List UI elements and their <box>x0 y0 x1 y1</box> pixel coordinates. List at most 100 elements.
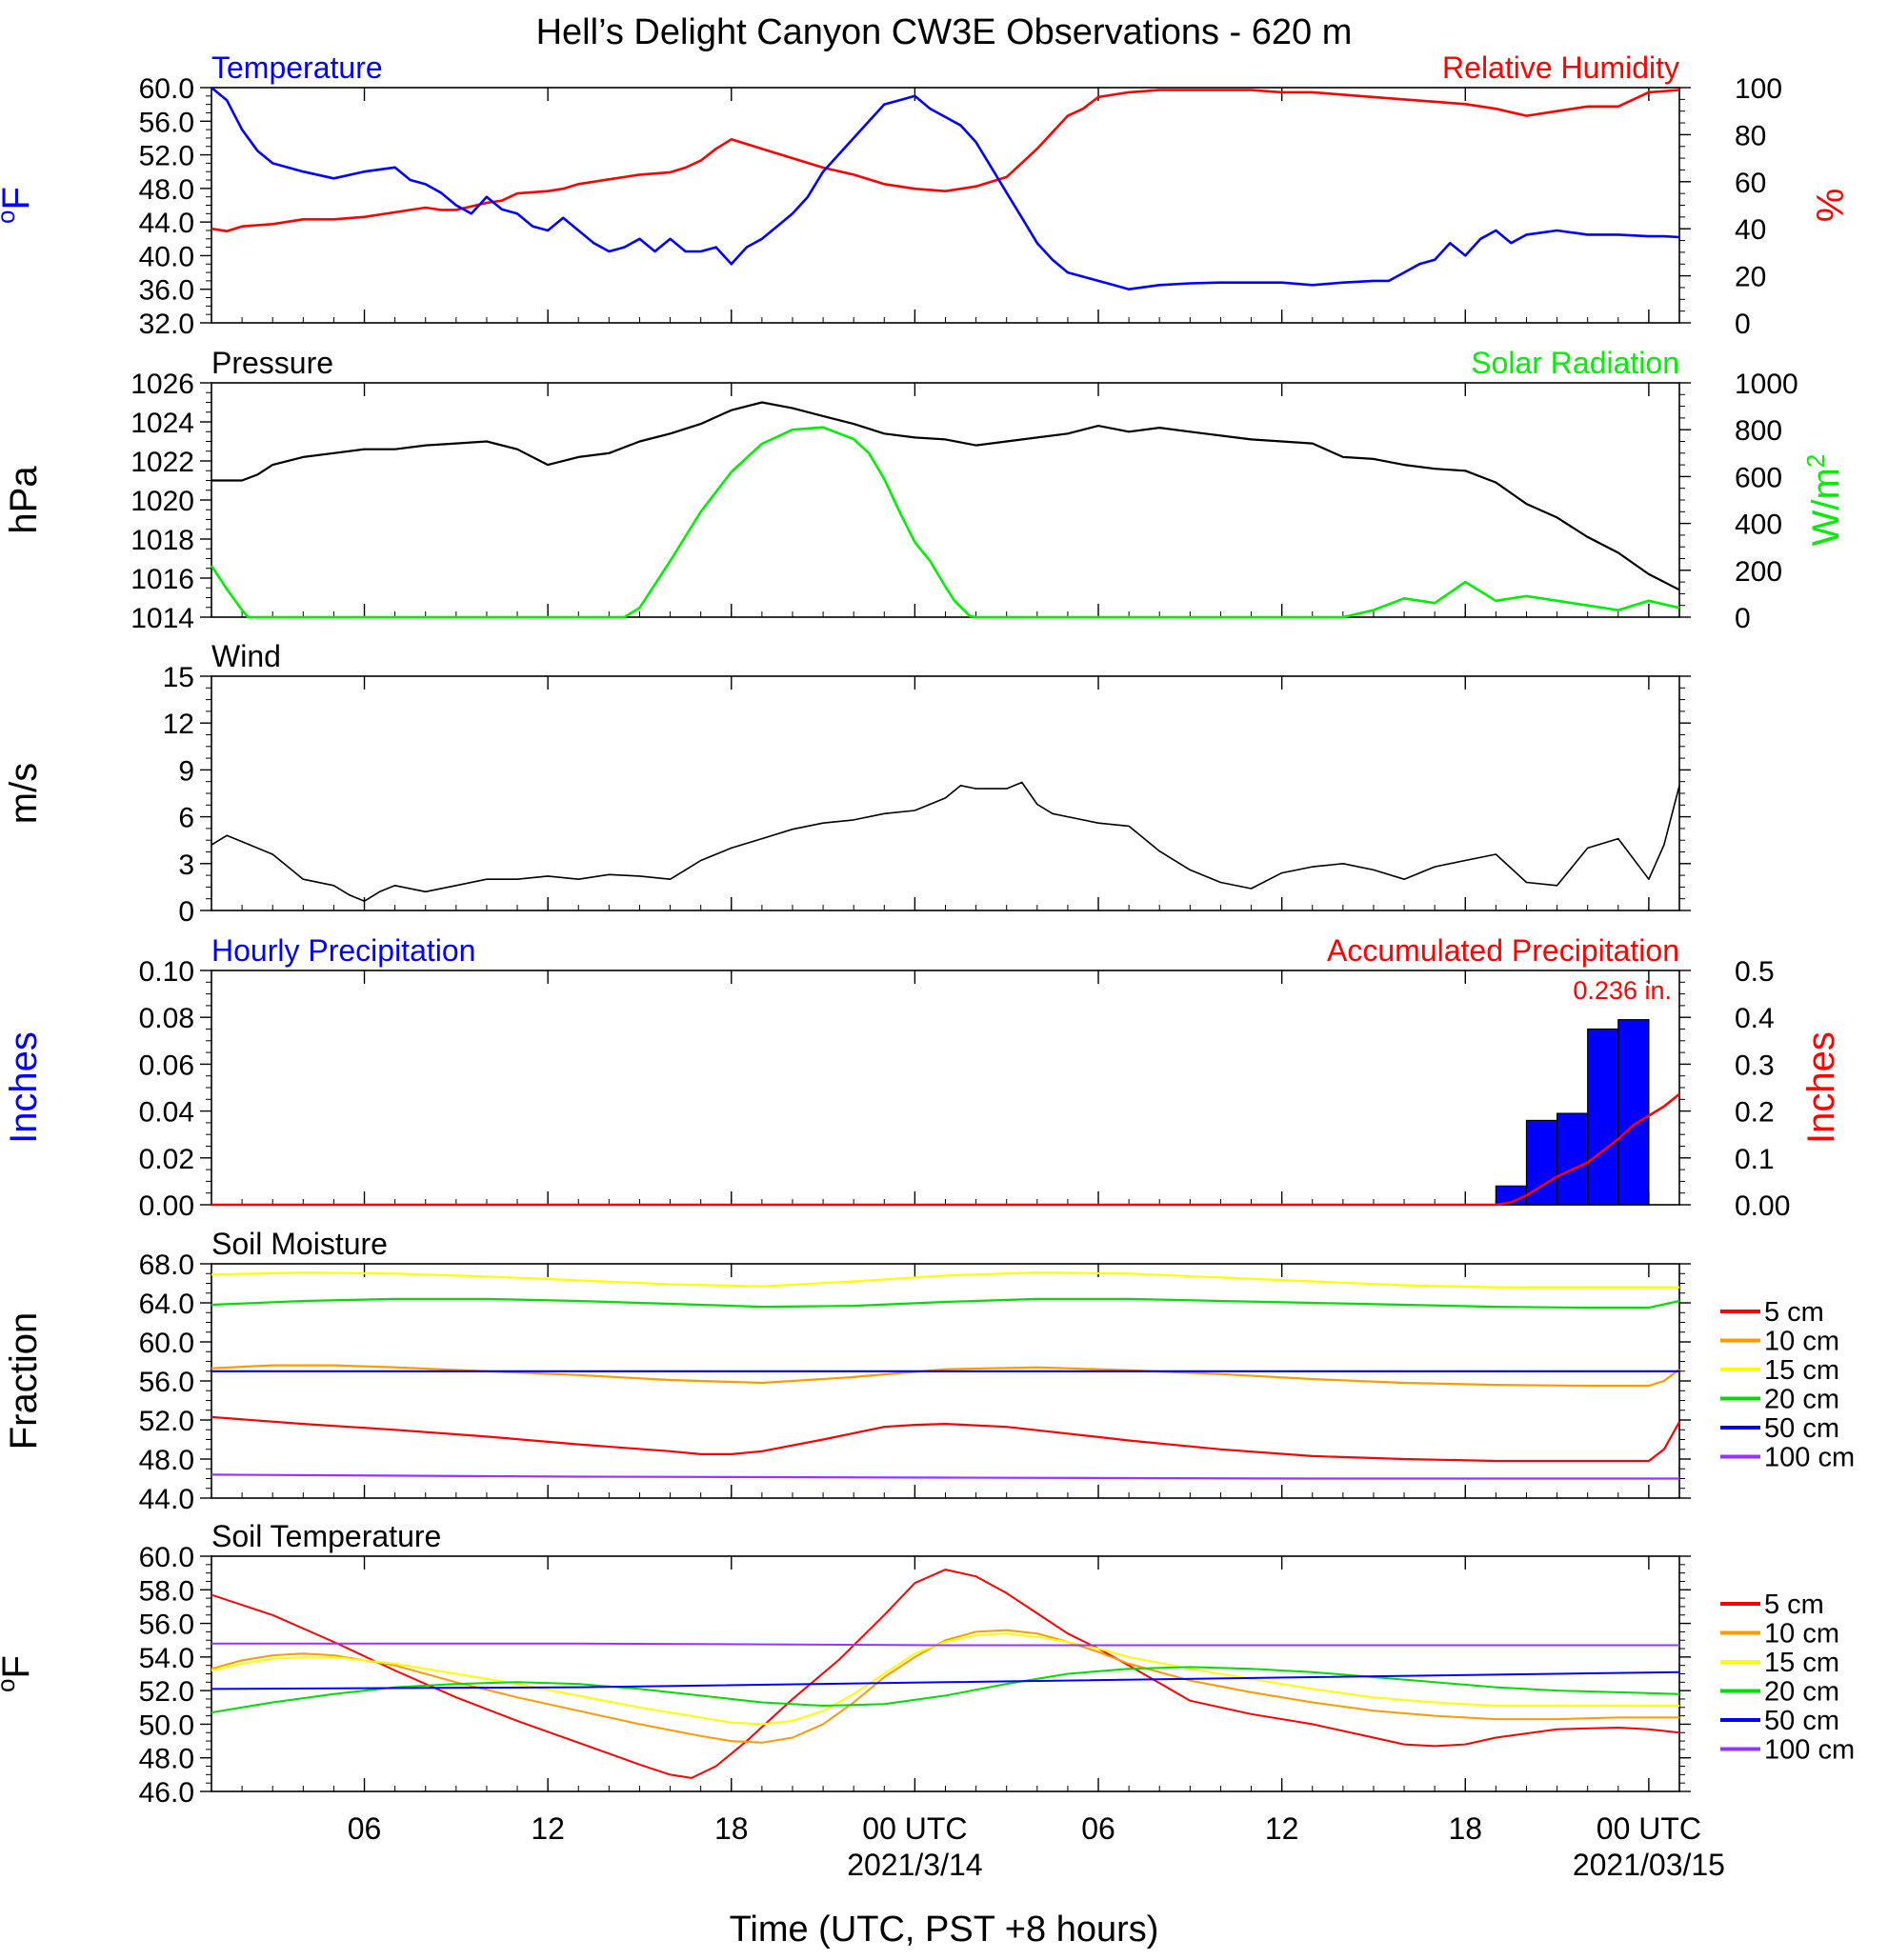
soil-moisture-line <box>211 1271 1679 1289</box>
pressure-y-tick-label: 1026 <box>131 369 194 400</box>
solar-series-line <box>210 426 1680 619</box>
temp-unit-label: oF <box>0 187 37 224</box>
temp-y-tick-label: 60.0 <box>139 73 194 105</box>
precip-bar <box>1617 1019 1650 1206</box>
soil-temp-line <box>211 1642 1679 1647</box>
temp-y-tick-label: 52.0 <box>139 141 194 172</box>
soil-moisture-legend-label: 10 cm <box>1764 1327 1839 1357</box>
pressure-y-tick-label: 1018 <box>131 525 194 556</box>
accum-total-label: 0.236 in. <box>1573 976 1672 1005</box>
soil-temp-line <box>211 1632 1679 1726</box>
soil-temp-legend-label: 15 cm <box>1764 1648 1839 1678</box>
x-date-label: 2021/03/15 <box>1573 1848 1725 1882</box>
soil-temp-y-tick-label: 52.0 <box>139 1676 194 1708</box>
precip-y-tick-label: 0.08 <box>139 1003 194 1034</box>
accum-precip-title: Accumulated Precipitation <box>1327 933 1679 968</box>
rh-unit-label: % <box>1810 189 1852 223</box>
precip-y-tick-label: 0.04 <box>139 1097 194 1129</box>
soil-moisture-y-tick-label: 48.0 <box>139 1445 194 1476</box>
solar-y2-tick-label: 1000 <box>1735 369 1798 400</box>
soil-temp-unit-label: oF <box>0 1655 37 1692</box>
wind-y-tick-label: 0 <box>178 896 194 928</box>
pressure-y-tick-label: 1016 <box>131 564 194 595</box>
chart-title: Hell’s Delight Canyon CW3E Observations … <box>536 12 1353 52</box>
accum-y2-tick-label: 0.4 <box>1735 1003 1775 1034</box>
rh-series-line <box>211 89 1680 232</box>
soil-moisture-y-tick-label: 68.0 <box>139 1250 194 1281</box>
soil-moisture-line <box>211 1364 1680 1388</box>
temperature-title: Temperature <box>211 50 383 85</box>
accum-y2-tick-label: 0.5 <box>1735 956 1775 988</box>
solar-y2-tick-label: 0 <box>1735 603 1751 634</box>
precip-y-tick-label: 0.02 <box>139 1144 194 1175</box>
x-tick-label: 00 UTC <box>862 1811 967 1846</box>
soil-temp-title: Soil Temperature <box>211 1519 441 1553</box>
x-tick-label: 18 <box>1448 1811 1482 1846</box>
soil-temp-y-tick-label: 56.0 <box>139 1610 194 1641</box>
wind-y-tick-label: 15 <box>163 662 194 693</box>
soil-temp-legend-label: 20 cm <box>1764 1677 1839 1708</box>
soil-temp-line <box>211 1629 1679 1744</box>
accum-y2-tick-label: 0.1 <box>1735 1144 1775 1175</box>
x-axis-label: Time (UTC, PST +8 hours) <box>730 1910 1159 1950</box>
solar-y2-tick-label: 600 <box>1735 462 1782 493</box>
soil-moisture-legend-label: 5 cm <box>1764 1297 1824 1328</box>
soil-moisture-unit-label: Fraction <box>3 1312 45 1450</box>
soil-moisture-line <box>211 1473 1679 1480</box>
soil-temp-y-tick-label: 54.0 <box>139 1643 194 1674</box>
soil-temp-y-tick-label: 46.0 <box>139 1777 194 1809</box>
accum-y2-tick-label: 0.2 <box>1735 1097 1775 1129</box>
x-tick-label: 06 <box>348 1811 382 1846</box>
soil-moisture-legend-label: 100 cm <box>1764 1443 1855 1473</box>
hourly-precip-title: Hourly Precipitation <box>211 933 475 968</box>
x-tick-label: 12 <box>531 1811 565 1846</box>
x-date-label: 2021/3/14 <box>847 1848 982 1882</box>
x-tick-label: 06 <box>1081 1811 1115 1846</box>
rh-y2-tick-label: 100 <box>1735 73 1782 105</box>
soil-moisture-line <box>211 1415 1680 1463</box>
precip-bar <box>1587 1028 1619 1206</box>
soil-temp-y-tick-label: 60.0 <box>139 1542 194 1573</box>
precip-bar <box>1556 1112 1589 1206</box>
wind-y-tick-label: 6 <box>178 803 194 834</box>
pressure-y-tick-label: 1014 <box>131 603 194 634</box>
soil-temp-line <box>211 1670 1680 1690</box>
soil-temp-legend-label: 10 cm <box>1764 1619 1839 1650</box>
accum-unit-label: Inches <box>1800 1031 1842 1144</box>
x-tick-label: 18 <box>714 1811 749 1846</box>
solar-unit-label: W/m2 <box>1801 454 1847 547</box>
precip-y-tick-label: 0.00 <box>139 1190 194 1222</box>
precip-bar <box>1525 1119 1558 1206</box>
soil-moisture-line <box>211 1297 1680 1310</box>
accum-y2-tick-label: 0.3 <box>1735 1050 1775 1081</box>
soil-moisture-legend-label: 15 cm <box>1764 1355 1839 1386</box>
soil-moisture-y-tick-label: 56.0 <box>139 1367 194 1398</box>
temp-y-tick-label: 36.0 <box>139 275 194 307</box>
humidity-title: Relative Humidity <box>1442 50 1679 85</box>
temp-y-tick-label: 32.0 <box>139 309 194 340</box>
soil-temp-y-tick-label: 58.0 <box>139 1575 194 1607</box>
pressure-series-line <box>211 401 1680 591</box>
solar-title: Solar Radiation <box>1471 346 1679 380</box>
temp-y-tick-label: 44.0 <box>139 208 194 239</box>
wind-unit-label: m/s <box>3 763 45 824</box>
precip-unit-label: Inches <box>3 1031 45 1144</box>
accum-precip-line <box>211 1092 1680 1207</box>
soil-temp-line <box>211 1666 1680 1714</box>
temp-y-tick-label: 48.0 <box>139 174 194 206</box>
soil-moisture-y-tick-label: 44.0 <box>139 1484 194 1515</box>
wind-y-tick-label: 12 <box>163 709 194 740</box>
wind-y-tick-label: 3 <box>178 850 194 881</box>
soil-moisture-title: Soil Moisture <box>211 1227 388 1261</box>
pressure-y-tick-label: 1022 <box>131 447 194 478</box>
pressure-y-tick-label: 1020 <box>131 486 194 517</box>
rh-y2-tick-label: 0 <box>1735 309 1751 340</box>
soil-moisture-y-tick-label: 52.0 <box>139 1406 194 1437</box>
rh-y2-tick-label: 20 <box>1735 262 1766 293</box>
soil-temp-legend-label: 100 cm <box>1764 1735 1855 1766</box>
soil-temp-legend-label: 5 cm <box>1764 1590 1824 1620</box>
temp-y-tick-label: 40.0 <box>139 241 194 272</box>
temp-y-tick-label: 56.0 <box>139 107 194 138</box>
